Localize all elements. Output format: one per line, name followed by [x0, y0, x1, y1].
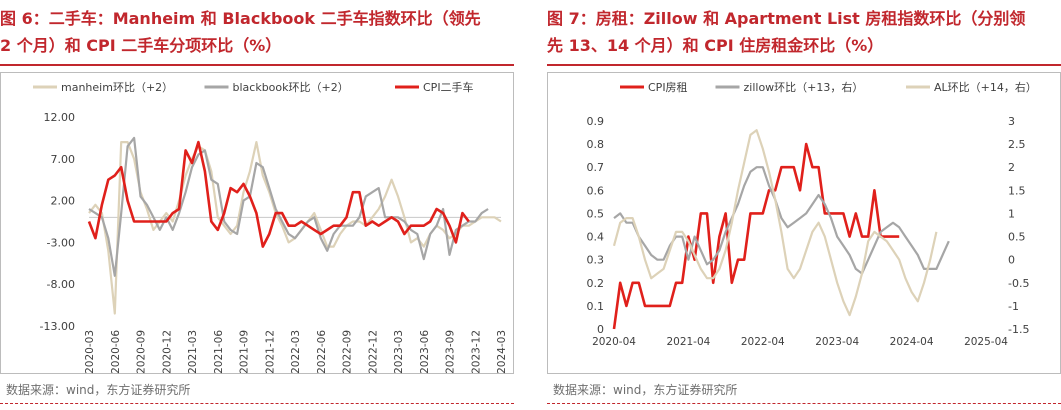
x-tick-label: 2023-12: [470, 330, 482, 374]
x-tick-label: 2023-03: [393, 330, 405, 374]
y-tick-label: 0.6: [587, 184, 605, 197]
left-panel: 图 6：二手车：Manheim 和 Blackbook 二手车指数环比（领先 2…: [0, 0, 514, 410]
x-tick-label: 2020-03: [84, 330, 96, 374]
y-tick-label: 0.3: [587, 254, 605, 267]
x-tick-label: 2020-04: [592, 336, 636, 348]
x-tick-label: 2023-06: [419, 330, 431, 374]
series-line-zillow-13: [613, 166, 950, 275]
y2-tick-label: 3: [1008, 115, 1015, 128]
x-tick-label: 2025-04: [964, 336, 1008, 348]
y-tick-label: 0.2: [587, 277, 605, 290]
x-tick-label: 2022-09: [342, 330, 354, 374]
x-tick-label: 2024-03: [496, 330, 508, 374]
x-tick-label: 2021-03: [187, 330, 199, 374]
y2-tick-label: 2: [1008, 161, 1015, 174]
y2-tick-label: -1: [1008, 300, 1019, 313]
y-tick-label: -13.00: [40, 320, 75, 333]
title-rule: [547, 64, 1061, 66]
y-tick-label: 0: [597, 323, 604, 336]
x-tick-label: 2020-12: [161, 330, 173, 374]
y2-tick-label: -1.5: [1008, 323, 1029, 336]
y-tick-label: 0.5: [587, 207, 605, 220]
series-line-manheim-2: [88, 140, 502, 315]
y2-tick-label: 1.5: [1008, 184, 1026, 197]
source-note: 数据来源：wind，东方证券研究所: [553, 383, 738, 397]
x-tick-label: 2022-12: [367, 330, 379, 374]
x-tick-label: 2021-06: [213, 330, 225, 374]
series-line-cpi: [612, 142, 900, 330]
panel-title-line2: 2 个月）和 CPI 二手车分项环比（%）: [0, 36, 282, 55]
y-tick-label: 7.00: [51, 153, 76, 166]
chart-frame: manheim环比（+2） blackbook环比（+2） CPI二手车 12.00 7…: [0, 72, 514, 374]
legend-manheim-2-label: manheim环比（+2）: [61, 81, 173, 94]
x-tick-label: 2021-09: [239, 330, 251, 374]
x-tick-label: 2022-04: [741, 336, 785, 348]
y2-tick-label: 0: [1008, 254, 1015, 267]
footer-rule: [0, 403, 514, 404]
legend-cpi-label: CPI二手车: [423, 80, 474, 94]
y-tick-label: 12.00: [44, 111, 76, 124]
y2-tick-label: 1: [1008, 207, 1015, 220]
panel-title-line2: 先 13、14 个月）和 CPI 住房租金环比（%）: [547, 36, 884, 55]
legend-al-14-label: AL环比（+14，右）: [934, 80, 1037, 94]
y-tick-label: 0.1: [587, 300, 605, 313]
y2-tick-label: 2.5: [1008, 138, 1026, 151]
legend-blackbook-2-label: blackbook环比（+2）: [233, 81, 349, 94]
panel-title-line1: 图 7：房租：Zillow 和 Apartment List 房租指数环比（分别…: [547, 9, 1026, 28]
y-tick-label: 0.4: [587, 231, 605, 244]
panel-title-line1: 图 6：二手车：Manheim 和 Blackbook 二手车指数环比（领先: [0, 9, 481, 28]
y-tick-label: -8.00: [47, 278, 75, 291]
y-tick-label: 0.8: [587, 138, 605, 151]
chart-frame: CPI房租 zillow环比（+13，右） AL环比（+14，右） 0.9 0.8 0.7…: [547, 72, 1061, 374]
title-rule: [0, 64, 514, 66]
series-line-blackbook-2: [88, 136, 489, 277]
x-tick-label: 2023-04: [815, 336, 859, 348]
y-tick-label: 0.9: [587, 115, 605, 128]
y-tick-label: -3.00: [47, 236, 75, 249]
y2-tick-label: 0.5: [1008, 231, 1026, 244]
legend-zillow-13-label: zillow环比（+13，右）: [744, 80, 864, 94]
y-tick-label: 2.00: [51, 195, 76, 208]
footer-rule: [547, 403, 1061, 404]
series-line-cpi: [87, 140, 470, 248]
x-tick-label: 2022-06: [316, 330, 328, 374]
x-tick-label: 2022-03: [290, 330, 302, 374]
chart-right-svg: CPI房租 zillow环比（+13，右） AL环比（+14，右） 0.9 0.8 0.7…: [587, 80, 1037, 348]
legend-cpi-label: CPI房租: [648, 81, 688, 94]
y-tick-label: 0.7: [587, 161, 605, 174]
chart-left-svg: manheim环比（+2） blackbook环比（+2） CPI二手车 12.00 7…: [33, 80, 508, 374]
x-tick-label: 2021-12: [264, 330, 276, 374]
right-panel: 图 7：房租：Zillow 和 Apartment List 房租指数环比（分别…: [547, 0, 1061, 410]
x-tick-label: 2023-09: [445, 330, 457, 374]
y2-tick-label: -0.5: [1008, 277, 1029, 290]
x-tick-label: 2021-04: [666, 336, 710, 348]
x-tick-label: 2024-04: [890, 336, 934, 348]
series-line-al-14: [612, 129, 938, 317]
x-tick-label: 2020-09: [136, 330, 148, 374]
x-tick-label: 2020-06: [110, 330, 122, 374]
source-note: 数据来源：wind，东方证券研究所: [6, 383, 191, 397]
